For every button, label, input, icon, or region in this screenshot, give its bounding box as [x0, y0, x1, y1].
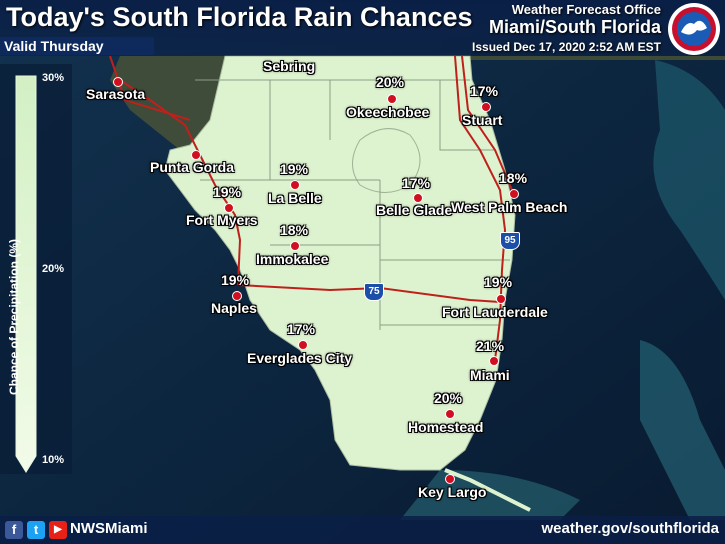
city-marker	[445, 474, 455, 484]
county-lines	[195, 79, 510, 330]
city-name: Fort Myers	[186, 212, 258, 228]
noaa-nws-logo-icon	[668, 3, 720, 55]
city-name: Everglades City	[247, 350, 353, 366]
city-name: Immokalee	[256, 251, 329, 267]
peninsula-land	[164, 55, 516, 471]
facebook-icon[interactable]: f	[5, 521, 23, 539]
office-line1: Weather Forecast Office	[511, 2, 661, 17]
office-info: Weather Forecast Office Miami/South Flor…	[472, 2, 661, 54]
twitter-icon[interactable]: t	[27, 521, 45, 539]
city-name: Okeechobee	[346, 104, 430, 120]
city-marker	[496, 294, 506, 304]
city-rain-chance: 20%	[434, 390, 463, 406]
city-rain-chance: 18%	[499, 170, 528, 186]
city-rain-chance: 17%	[402, 175, 431, 191]
highways	[109, 55, 513, 361]
city-marker	[445, 409, 455, 419]
city-name: Sarasota	[86, 86, 146, 102]
city-name: Stuart	[462, 112, 503, 128]
website-link[interactable]: weather.gov/southflorida	[541, 520, 719, 537]
city-marker	[481, 102, 491, 112]
city-rain-chance: 19%	[221, 272, 250, 288]
florida-keys	[444, 468, 531, 512]
city-rain-chance: 18%	[280, 222, 309, 238]
interstate-95-shield: 95	[500, 232, 520, 250]
city-marker	[509, 189, 519, 199]
social-handle[interactable]: NWSMiami	[70, 520, 148, 537]
city-rain-chance: 17%	[470, 83, 499, 99]
city-name: Miami	[470, 367, 510, 383]
city-name: Key Largo	[418, 484, 487, 500]
city-rain-chance: 19%	[213, 184, 242, 200]
city-name: Fort Lauderdale	[442, 304, 548, 320]
page-title: Today's South Florida Rain Chances	[6, 2, 473, 32]
city-rain-chance: 20%	[376, 74, 405, 90]
north-land	[90, 56, 725, 60]
city-marker	[413, 193, 423, 203]
city-rain-chance: 21%	[476, 338, 505, 354]
office-line2: Miami/South Florida	[488, 17, 661, 37]
city-marker	[224, 203, 234, 213]
city-marker	[298, 340, 308, 350]
city-marker	[113, 77, 123, 87]
city-rain-chance: 19%	[280, 161, 309, 177]
city-marker	[290, 180, 300, 190]
city-name: Naples	[211, 300, 257, 316]
city-marker	[387, 94, 397, 104]
valid-day-label: Valid Thursday	[0, 37, 154, 55]
city-rain-chance: 17%	[287, 321, 316, 337]
lake-okeechobee	[352, 128, 421, 193]
bahamas-bank	[653, 60, 725, 300]
city-name: Homestead	[408, 419, 484, 435]
city-name: West Palm Beach	[451, 199, 568, 215]
precip-legend: Chance of Precipitation (%) 30% 20% 10%	[0, 64, 72, 474]
city-name: Sebring	[263, 58, 316, 74]
city-name: Punta Gorda	[150, 159, 235, 175]
interstate-75-shield: 75	[364, 283, 384, 301]
legend-tick-10: 10%	[42, 454, 65, 466]
bahamas-south-bank	[640, 340, 725, 520]
legend-tick-20: 20%	[42, 263, 65, 275]
city-marker	[290, 241, 300, 251]
youtube-icon[interactable]: ▶	[49, 521, 67, 539]
footer-bar	[0, 516, 725, 544]
issued-time: Issued Dec 17, 2020 2:52 AM EST	[472, 40, 661, 54]
city-marker	[232, 291, 242, 301]
city-marker	[489, 356, 499, 366]
city-name: Belle Glade	[376, 202, 453, 218]
city-marker	[191, 150, 201, 160]
city-name: La Belle	[268, 190, 322, 206]
legend-tick-30: 30%	[42, 72, 65, 84]
city-rain-chance: 19%	[484, 274, 513, 290]
shallow-water	[400, 470, 580, 520]
legend-colorbar	[15, 75, 37, 473]
legend-axis-label: Chance of Precipitation (%)	[7, 238, 21, 396]
